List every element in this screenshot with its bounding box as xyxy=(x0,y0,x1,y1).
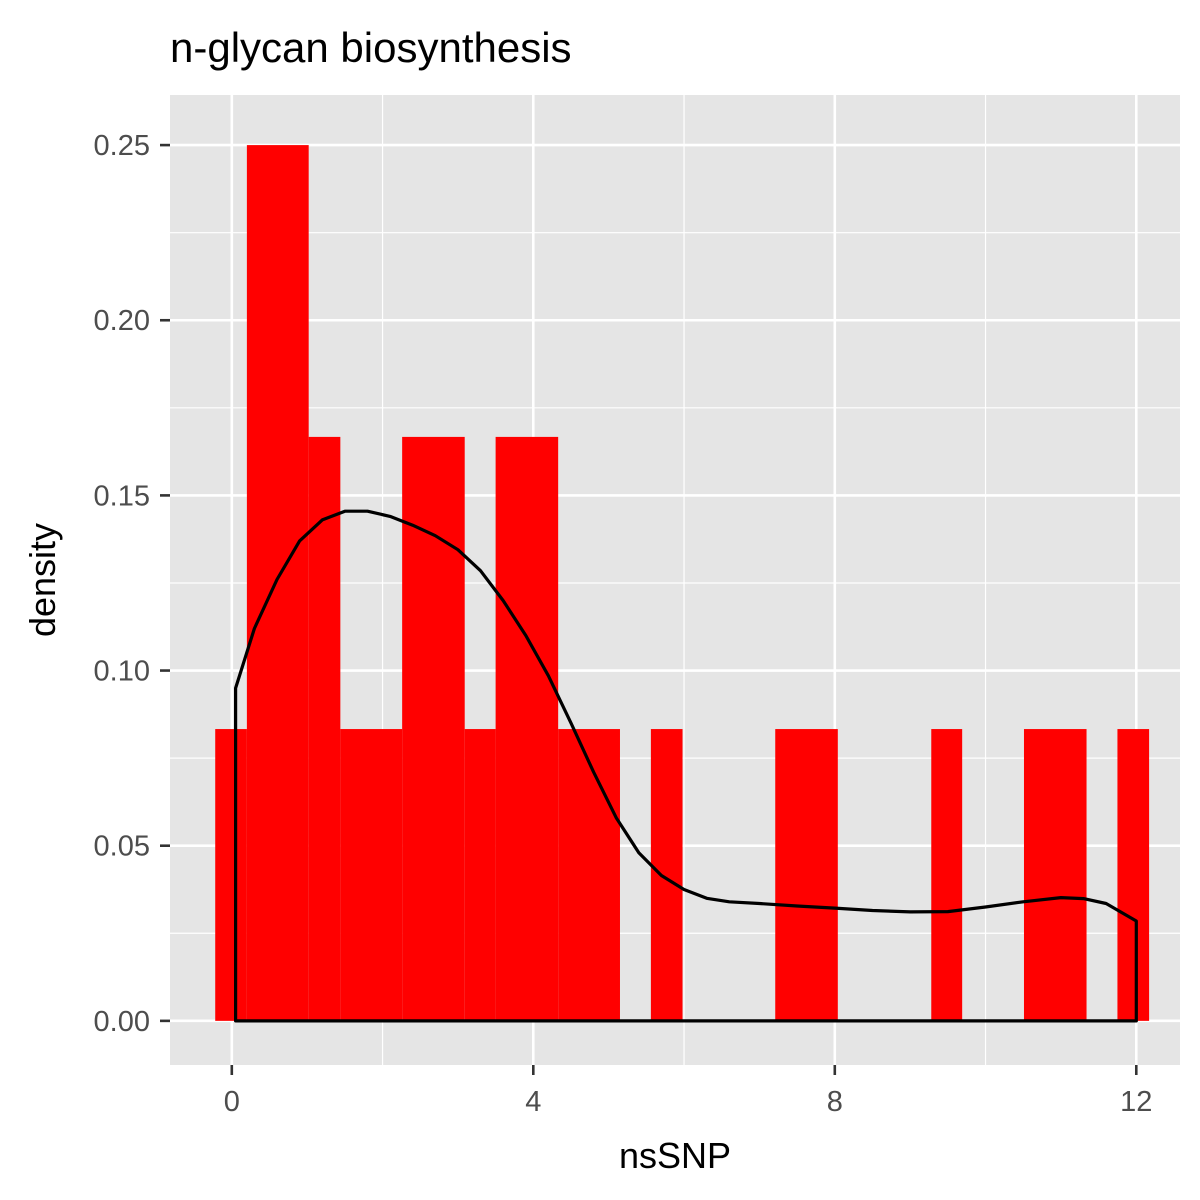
chart-title: n-glycan biosynthesis xyxy=(170,24,572,71)
x-tick-label: 8 xyxy=(827,1086,843,1118)
x-axis-title: nsSNP xyxy=(619,1135,731,1176)
histogram-bar xyxy=(340,729,403,1021)
histogram-bar xyxy=(1023,729,1087,1021)
y-axis-title: density xyxy=(22,523,63,637)
histogram-bar xyxy=(650,729,683,1021)
x-tick-label: 4 xyxy=(525,1086,541,1118)
histogram-bar xyxy=(775,729,838,1021)
y-tick-label: 0.00 xyxy=(94,1006,150,1038)
histogram-bar xyxy=(308,436,341,1021)
y-axis: 0.00 0.05 0.10 0.15 0.20 0.25 xyxy=(94,130,170,1038)
histogram-bar xyxy=(931,729,963,1021)
y-tick-label: 0.20 xyxy=(94,305,150,337)
histogram-bar xyxy=(558,729,620,1021)
histogram-bar xyxy=(464,729,496,1021)
x-axis: 0 4 8 12 xyxy=(224,1065,1152,1118)
y-tick-label: 0.15 xyxy=(94,480,150,512)
histogram-bar xyxy=(215,729,247,1021)
y-tick-label: 0.05 xyxy=(94,831,150,863)
density-curve xyxy=(234,509,1138,1023)
histogram-bar xyxy=(246,145,309,1021)
y-tick-label: 0.10 xyxy=(94,656,150,688)
y-tick-label: 0.25 xyxy=(94,130,150,162)
x-tick-label: 12 xyxy=(1120,1086,1152,1118)
x-tick-label: 0 xyxy=(224,1086,240,1118)
histogram-bar xyxy=(495,436,559,1021)
histogram-bars xyxy=(215,145,1150,1021)
histogram-bar xyxy=(1117,729,1150,1021)
